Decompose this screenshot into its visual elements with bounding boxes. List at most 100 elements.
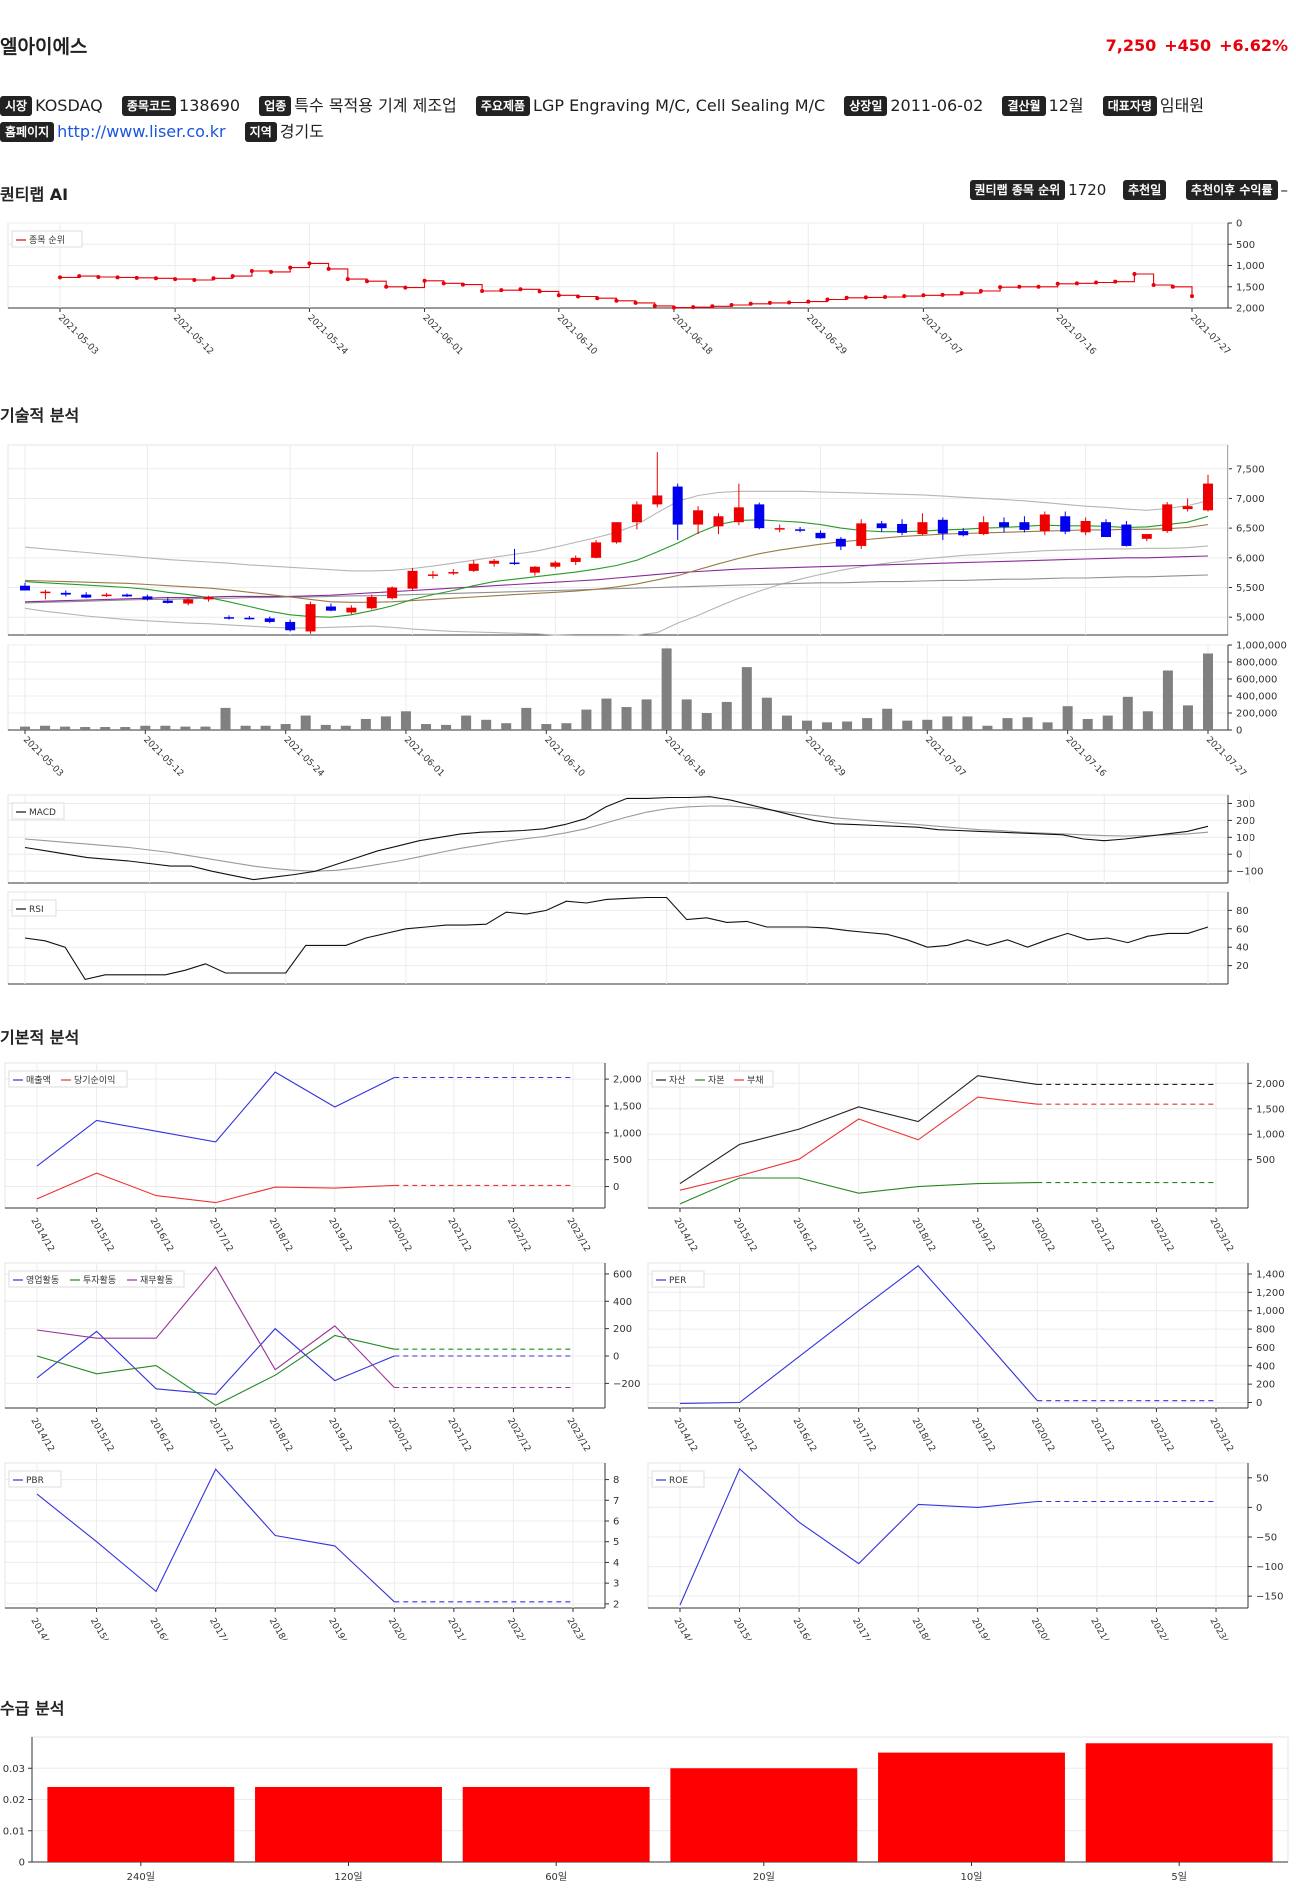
supply-bar <box>670 1768 858 1862</box>
x-tick-label: 2016/12 <box>791 1417 818 1454</box>
candle-body <box>1101 522 1112 538</box>
quantlab-title: 퀀티랩 AI <box>0 185 69 204</box>
y-tick-label: 7 <box>613 1496 619 1507</box>
rec-date-label: 추천일 <box>1123 180 1167 200</box>
rank-point <box>518 287 523 292</box>
homepage-link[interactable]: http://www.liser.co.kr <box>57 122 226 141</box>
rank-point <box>230 274 235 279</box>
volume-bar <box>120 727 131 730</box>
y-tick-label: 200 <box>1236 816 1255 827</box>
legend-box <box>8 1470 62 1488</box>
x-tick-label: 2022/12 <box>1148 1217 1175 1254</box>
candle-body <box>774 528 785 530</box>
rank-point <box>249 269 254 274</box>
y-tick-label: 1,000 <box>1256 1306 1285 1317</box>
x-tick-label: 2021-06-18 <box>663 735 707 779</box>
x-tick-label: 2021-06-10 <box>542 735 586 779</box>
y-tick-label: 400 <box>613 1297 632 1308</box>
rank-point <box>614 298 619 303</box>
candle-body <box>856 523 867 546</box>
volume-bar <box>100 727 111 730</box>
volume-bar <box>962 716 973 730</box>
volume-bar <box>1042 722 1053 730</box>
candle-body <box>733 507 744 523</box>
x-tick-label: 2019/12 <box>326 1417 353 1454</box>
volume-bar <box>280 724 291 730</box>
y-tick-label: 1,000 <box>1256 1130 1285 1141</box>
y-tick-label: 60 <box>1236 924 1249 935</box>
volume-bar <box>641 699 652 730</box>
y-tick-label: 3 <box>613 1579 619 1590</box>
y-tick-label: 5 <box>613 1537 619 1548</box>
x-tick-label: 2018/12 <box>267 1217 294 1254</box>
y-tick-label: 500 <box>613 1155 632 1166</box>
candle-body <box>448 572 459 574</box>
rank-point <box>998 285 1003 290</box>
rank-point <box>134 275 139 280</box>
plot-frame <box>7 794 1229 884</box>
volume-bar <box>801 720 812 730</box>
rank-point <box>537 289 542 294</box>
x-tick-label: 2019/12 <box>969 1217 996 1254</box>
volume-bar <box>260 725 271 730</box>
x-tick-label: 2020/12 <box>1029 1217 1056 1254</box>
y-tick-label: 20 <box>1236 961 1249 972</box>
y-tick-label: 1,000,000 <box>1236 641 1287 652</box>
rank-point <box>96 274 101 279</box>
candle-body <box>60 592 71 595</box>
plot-frame <box>4 1462 606 1609</box>
x-tick-label: 2021-06-29 <box>804 313 848 357</box>
income-chart: 0 500 1,000 1,500 2,000 2014/12 2015/12 2016/12… <box>4 1062 642 1254</box>
rsi-line <box>24 896 1209 981</box>
macd-chart: −1000100200300MACD <box>7 794 1263 884</box>
x-tick-label: 2019/12 <box>969 1617 996 1641</box>
x-tick-label: 2021/12 <box>445 1417 472 1454</box>
y-tick-label: 1,400 <box>1256 1270 1285 1281</box>
candle-body <box>223 617 234 619</box>
y-tick-label: 40 <box>1236 943 1249 954</box>
x-tick-label: 2023/12 <box>1207 1617 1234 1641</box>
homepage-label: 홈페이지 <box>0 122 55 142</box>
y-tick-label: 5,500 <box>1236 583 1265 594</box>
y-tick-label: 1,000 <box>1236 261 1265 272</box>
rank-point <box>595 296 600 301</box>
volume-bar <box>882 708 893 730</box>
rank-point <box>959 291 964 296</box>
supply-bar <box>1085 1743 1273 1862</box>
volume-bar <box>761 697 772 730</box>
rank-chart-plot: 0 500 1,000 1,500 2,000 2021-05-03 2021-05-12 2… <box>7 219 1265 357</box>
y-tick-label: 2,000 <box>1256 1079 1285 1090</box>
volume-bar <box>20 726 30 730</box>
x-tick-label: 2014/12 <box>671 1617 698 1641</box>
candle-body <box>693 510 704 525</box>
candle-body <box>1203 483 1213 511</box>
candle-body <box>203 597 214 600</box>
candle-body <box>754 504 765 529</box>
x-tick-label: 2021-05-24 <box>282 735 326 779</box>
y-tick-label: 5,000 <box>1236 613 1265 624</box>
volume-bar <box>1022 717 1033 730</box>
listing-label: 상장일 <box>844 95 888 116</box>
rank-point <box>633 300 638 305</box>
candle-body <box>489 560 500 564</box>
legend-box <box>11 230 83 248</box>
x-tick-label: 2021/12 <box>1088 1417 1115 1454</box>
legend-box <box>651 1270 705 1288</box>
legend-entry: 부채 <box>747 1075 764 1086</box>
volume-bar <box>501 723 512 730</box>
candle-body <box>101 594 112 597</box>
y-tick-label: 0 <box>1236 850 1242 861</box>
rank-point <box>787 300 792 305</box>
candle-body <box>631 504 642 523</box>
company-name: 엘아이에스 <box>0 36 88 58</box>
volume-bar <box>842 721 853 730</box>
candle-body <box>570 557 581 562</box>
volume-bar <box>300 715 311 730</box>
x-tick-label: 2019/12 <box>326 1617 353 1641</box>
candle-body <box>978 522 989 535</box>
plot-frame <box>7 644 1229 731</box>
y-tick-label: 300 <box>1236 799 1255 810</box>
technical-charts: 5,000 5,500 6,000 6,500 7,000 7,500 0 200,000 4… <box>7 444 1287 985</box>
volume-bar <box>741 667 752 730</box>
x-tick-label: 2021-07-27 <box>1188 313 1232 357</box>
